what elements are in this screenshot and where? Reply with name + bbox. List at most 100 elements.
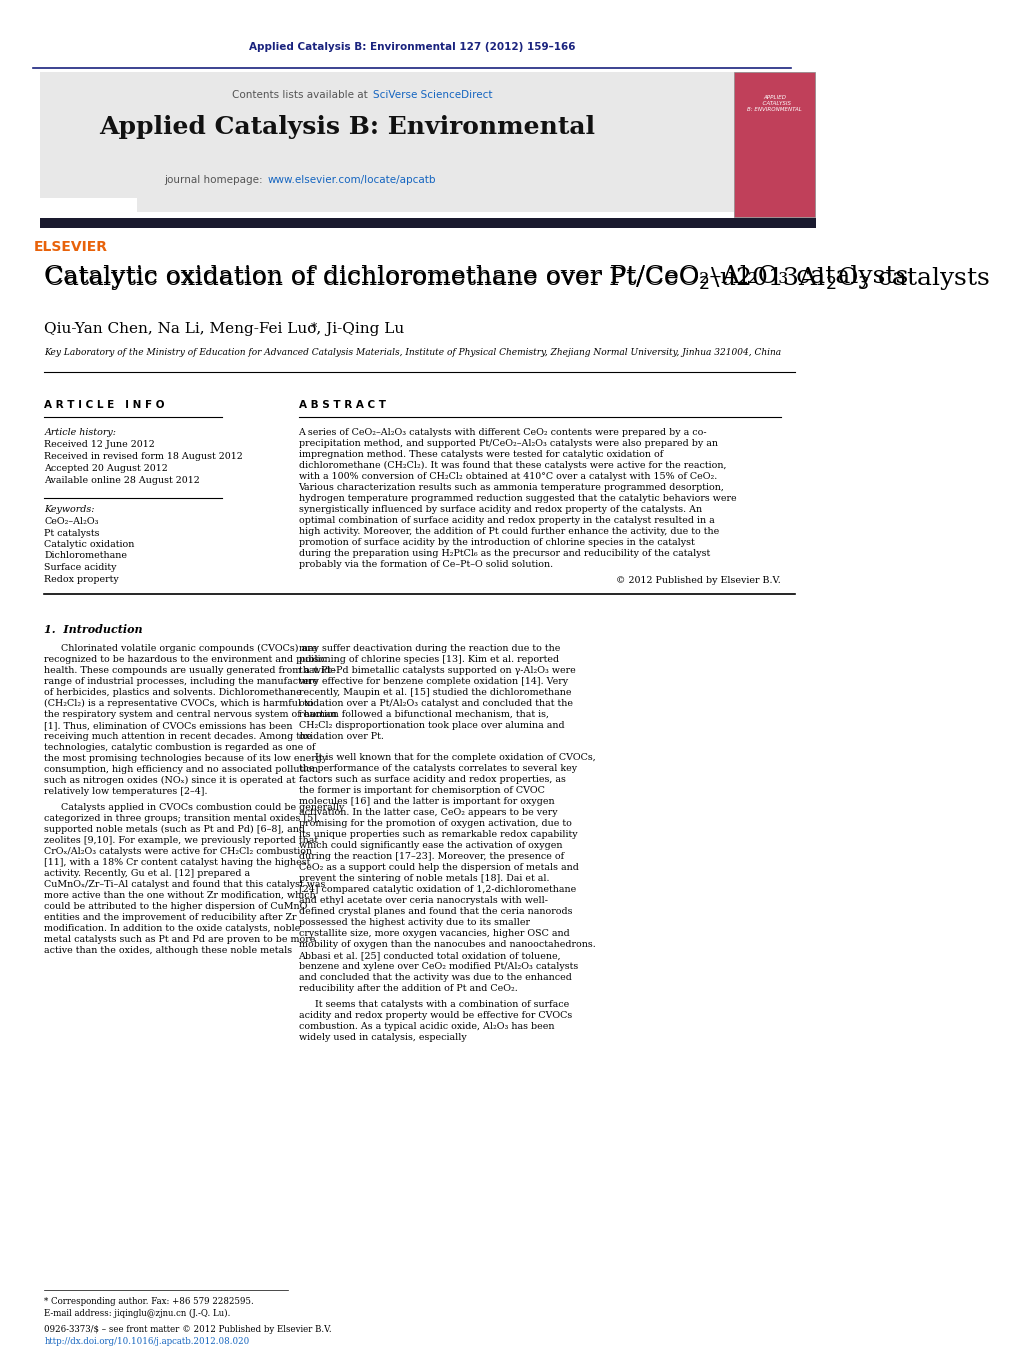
Text: benzene and xylene over CeO₂ modified Pt/Al₂O₃ catalysts: benzene and xylene over CeO₂ modified Pt… [298,962,578,971]
Text: 0926-3373/$ – see front matter © 2012 Published by Elsevier B.V.: 0926-3373/$ – see front matter © 2012 Pu… [44,1325,332,1333]
Text: relatively low temperatures [2–4].: relatively low temperatures [2–4]. [44,788,208,796]
Text: It seems that catalysts with a combination of surface: It seems that catalysts with a combinati… [314,1000,569,1009]
Text: active than the oxides, although these noble metals: active than the oxides, although these n… [44,946,292,955]
Text: which could significantly ease the activation of oxygen: which could significantly ease the activ… [298,842,562,850]
Text: CeO₂ as a support could help the dispersion of metals and: CeO₂ as a support could help the dispers… [298,863,579,871]
Text: [24] compared catalytic oxidation of 1,2-dichloromethane: [24] compared catalytic oxidation of 1,2… [298,885,576,894]
Text: consumption, high efficiency and no associated pollution: consumption, high efficiency and no asso… [44,765,319,774]
Text: range of industrial processes, including the manufacture: range of industrial processes, including… [44,677,319,686]
Text: Keywords:: Keywords: [44,505,95,513]
Text: recently, Maupin et al. [15] studied the dichloromethane: recently, Maupin et al. [15] studied the… [298,688,571,697]
Text: promising for the promotion of oxygen activation, due to: promising for the promotion of oxygen ac… [298,819,572,828]
Text: acidity and redox property would be effective for CVOCs: acidity and redox property would be effe… [298,1011,572,1020]
Text: *: * [310,322,317,335]
Text: and concluded that the activity was due to the enhanced: and concluded that the activity was due … [298,973,572,982]
Text: its unique properties such as remarkable redox capability: its unique properties such as remarkable… [298,830,577,839]
Text: more active than the one without Zr modification, which: more active than the one without Zr modi… [44,892,317,900]
Text: technologies, catalytic combustion is regarded as one of: technologies, catalytic combustion is re… [44,743,315,753]
Text: poisoning of chlorine species [13]. Kim et al. reported: poisoning of chlorine species [13]. Kim … [298,655,558,663]
Text: defined crystal planes and found that the ceria nanorods: defined crystal planes and found that th… [298,907,572,916]
Text: molecules [16] and the latter is important for oxygen: molecules [16] and the latter is importa… [298,797,554,807]
Text: [1]. Thus, elimination of CVOCs emissions has been: [1]. Thus, elimination of CVOCs emission… [44,721,293,730]
Text: A series of CeO₂–Al₂O₃ catalysts with different CeO₂ contents were prepared by a: A series of CeO₂–Al₂O₃ catalysts with di… [298,428,708,436]
Text: crystallite size, more oxygen vacancies, higher OSC and: crystallite size, more oxygen vacancies,… [298,929,570,938]
Text: reaction followed a bifunctional mechanism, that is,: reaction followed a bifunctional mechani… [298,711,548,719]
Text: hydrogen temperature programmed reduction suggested that the catalytic behaviors: hydrogen temperature programmed reductio… [298,494,736,503]
Text: the former is important for chemisorption of CVOC: the former is important for chemisorptio… [298,786,544,794]
Text: metal catalysts such as Pt and Pd are proven to be more: metal catalysts such as Pt and Pd are pr… [44,935,315,944]
FancyBboxPatch shape [41,218,817,228]
Text: ELSEVIER: ELSEVIER [34,240,108,254]
Text: the most promising technologies because of its low energy: the most promising technologies because … [44,754,328,763]
Text: recognized to be hazardous to the environment and public: recognized to be hazardous to the enviro… [44,655,327,663]
Text: APPLIED
  CATALYSIS
B: ENVIRONMENTAL: APPLIED CATALYSIS B: ENVIRONMENTAL [747,95,801,112]
Text: oxidation over Pt.: oxidation over Pt. [298,732,384,740]
Text: Accepted 20 August 2012: Accepted 20 August 2012 [44,463,168,473]
Text: Redox property: Redox property [44,574,119,584]
Text: activation. In the latter case, CeO₂ appears to be very: activation. In the latter case, CeO₂ app… [298,808,557,817]
Text: may suffer deactivation during the reaction due to the: may suffer deactivation during the react… [298,644,560,653]
Text: probably via the formation of Ce–Pt–O solid solution.: probably via the formation of Ce–Pt–O so… [298,561,552,569]
Text: during the preparation using H₂PtCl₆ as the precursor and reducibility of the ca: during the preparation using H₂PtCl₆ as … [298,549,710,558]
Text: Surface acidity: Surface acidity [44,563,116,571]
Text: * Corresponding author. Fax: +86 579 2282595.: * Corresponding author. Fax: +86 579 228… [44,1297,254,1306]
FancyBboxPatch shape [734,72,815,218]
Text: reducibility after the addition of Pt and CeO₂.: reducibility after the addition of Pt an… [298,984,518,993]
Text: Applied Catalysis B: Environmental 127 (2012) 159–166: Applied Catalysis B: Environmental 127 (… [249,42,576,51]
Text: Catalytic oxidation of dichloromethane over Pt/CeO₂–Al₂O₃ catalysts: Catalytic oxidation of dichloromethane o… [44,265,909,288]
Text: Article history:: Article history: [44,428,116,436]
Text: E-mail address: jiqinglu@zjnu.cn (J.-Q. Lu).: E-mail address: jiqinglu@zjnu.cn (J.-Q. … [44,1309,231,1319]
Text: optimal combination of surface acidity and redox property in the catalyst result: optimal combination of surface acidity a… [298,516,715,526]
Text: CeO₂–Al₂O₃: CeO₂–Al₂O₃ [44,517,99,526]
Text: www.elsevier.com/locate/apcatb: www.elsevier.com/locate/apcatb [268,176,436,185]
Text: supported noble metals (such as Pt and Pd) [6–8], and: supported noble metals (such as Pt and P… [44,825,305,834]
Text: Received 12 June 2012: Received 12 June 2012 [44,440,155,449]
Text: categorized in three groups; transition mental oxides [5],: categorized in three groups; transition … [44,815,321,823]
Text: SciVerse ScienceDirect: SciVerse ScienceDirect [373,91,492,100]
Text: during the reaction [17–23]. Moreover, the presence of: during the reaction [17–23]. Moreover, t… [298,852,564,861]
Text: promotion of surface acidity by the introduction of chlorine species in the cata: promotion of surface acidity by the intr… [298,538,694,547]
Text: 1.  Introduction: 1. Introduction [44,624,143,635]
Text: impregnation method. These catalysts were tested for catalytic oxidation of: impregnation method. These catalysts wer… [298,450,663,459]
Text: Chlorinated volatile organic compounds (CVOCs) are: Chlorinated volatile organic compounds (… [60,644,317,653]
Text: modification. In addition to the oxide catalysts, noble: modification. In addition to the oxide c… [44,924,301,934]
Text: could be attributed to the higher dispersion of CuMnO: could be attributed to the higher disper… [44,902,307,911]
Text: synergistically influenced by surface acidity and redox property of the catalyst: synergistically influenced by surface ac… [298,505,701,513]
Text: Key Laboratory of the Ministry of Education for Advanced Catalysis Materials, In: Key Laboratory of the Ministry of Educat… [44,349,781,357]
Text: journal homepage:: journal homepage: [164,176,266,185]
Text: widely used in catalysis, especially: widely used in catalysis, especially [298,1034,467,1042]
Text: http://dx.doi.org/10.1016/j.apcatb.2012.08.020: http://dx.doi.org/10.1016/j.apcatb.2012.… [44,1337,249,1346]
Text: CrOₓ/Al₂O₃ catalysts were active for CH₂Cl₂ combustion: CrOₓ/Al₂O₃ catalysts were active for CH₂… [44,847,312,857]
Text: Catalysts applied in CVOCs combustion could be generally: Catalysts applied in CVOCs combustion co… [60,802,344,812]
Text: health. These compounds are usually generated from a wide: health. These compounds are usually gene… [44,666,336,676]
Text: Catalytic oxidation: Catalytic oxidation [44,540,135,549]
FancyBboxPatch shape [41,199,137,267]
Text: Contents lists available at: Contents lists available at [232,91,372,100]
Text: entities and the improvement of reducibility after Zr: entities and the improvement of reducibi… [44,913,297,921]
Text: mobility of oxygen than the nanocubes and nanooctahedrons.: mobility of oxygen than the nanocubes an… [298,940,595,948]
Text: activity. Recently, Gu et al. [12] prepared a: activity. Recently, Gu et al. [12] prepa… [44,869,250,878]
Text: Pt catalysts: Pt catalysts [44,528,100,538]
Text: very effective for benzene complete oxidation [14]. Very: very effective for benzene complete oxid… [298,677,569,686]
Text: combustion. As a typical acidic oxide, Al₂O₃ has been: combustion. As a typical acidic oxide, A… [298,1021,554,1031]
Text: with a 100% conversion of CH₂Cl₂ obtained at 410°C over a catalyst with 15% of C: with a 100% conversion of CH₂Cl₂ obtaine… [298,471,717,481]
FancyBboxPatch shape [41,72,734,212]
Text: the performance of the catalysts correlates to several key: the performance of the catalysts correla… [298,765,577,773]
Text: such as nitrogen oxides (NOₓ) since it is operated at: such as nitrogen oxides (NOₓ) since it i… [44,775,296,785]
Text: oxidation over a Pt/Al₂O₃ catalyst and concluded that the: oxidation over a Pt/Al₂O₃ catalyst and c… [298,698,573,708]
Text: © 2012 Published by Elsevier B.V.: © 2012 Published by Elsevier B.V. [617,576,781,585]
Text: prevent the sintering of noble metals [18]. Dai et al.: prevent the sintering of noble metals [1… [298,874,549,884]
Text: Qiu-Yan Chen, Na Li, Meng-Fei Luo, Ji-Qing Lu: Qiu-Yan Chen, Na Li, Meng-Fei Luo, Ji-Qi… [44,322,404,336]
Text: possessed the highest activity due to its smaller: possessed the highest activity due to it… [298,917,530,927]
Text: factors such as surface acidity and redox properties, as: factors such as surface acidity and redo… [298,775,566,784]
Text: [11], with a 18% Cr content catalyst having the highest: [11], with a 18% Cr content catalyst hav… [44,858,310,867]
Text: A R T I C L E   I N F O: A R T I C L E I N F O [44,400,164,409]
Text: that Pt–Pd bimetallic catalysts supported on γ-Al₂O₃ were: that Pt–Pd bimetallic catalysts supporte… [298,666,575,676]
Text: Dichloromethane: Dichloromethane [44,551,128,561]
Text: Applied Catalysis B: Environmental: Applied Catalysis B: Environmental [99,115,595,139]
Text: the respiratory system and central nervous system of human: the respiratory system and central nervo… [44,711,337,719]
Text: high activity. Moreover, the addition of Pt could further enhance the activity, : high activity. Moreover, the addition of… [298,527,719,536]
Text: dichloromethane (CH₂Cl₂). It was found that these catalysts were active for the : dichloromethane (CH₂Cl₂). It was found t… [298,461,726,470]
Text: and ethyl acetate over ceria nanocrystals with well-: and ethyl acetate over ceria nanocrystal… [298,896,547,905]
Text: Various characterization results such as ammonia temperature programmed desorpti: Various characterization results such as… [298,484,724,492]
